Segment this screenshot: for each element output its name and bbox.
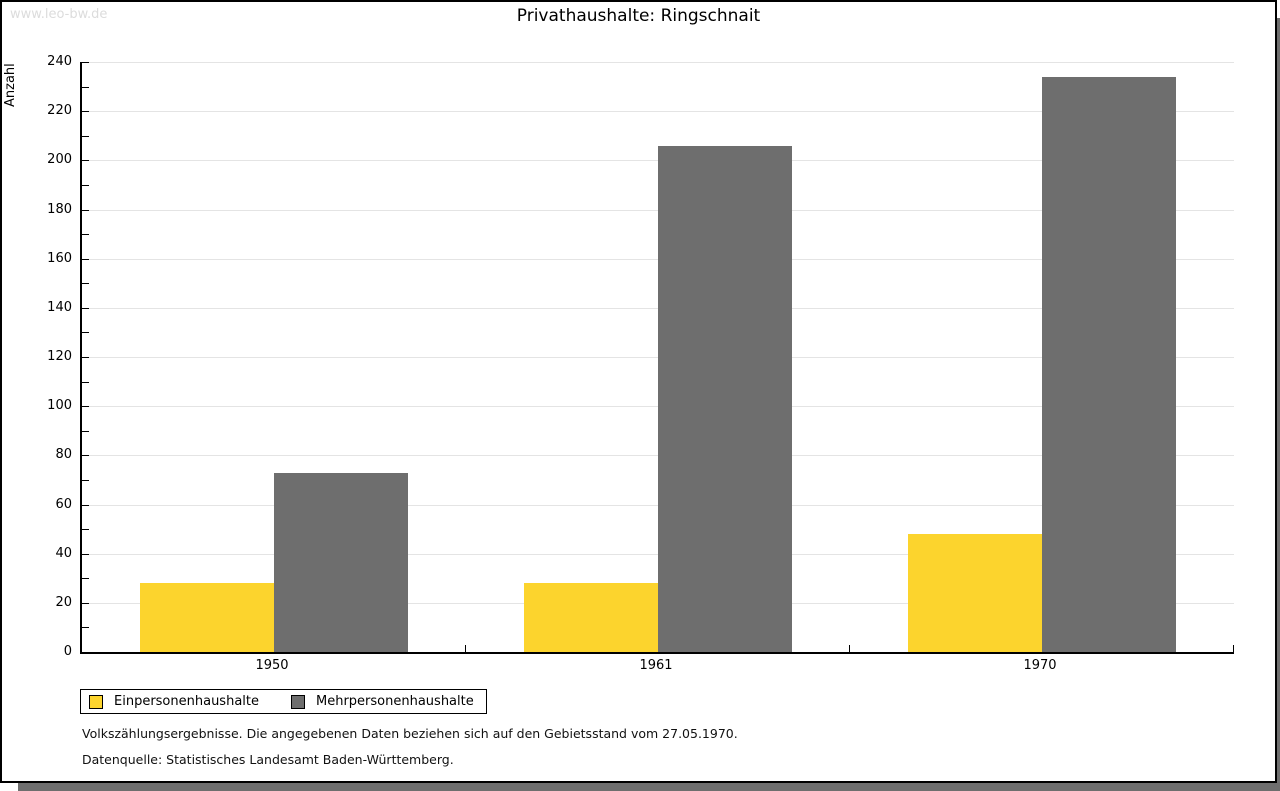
y-tick-220 [82, 111, 89, 113]
y-tick-230 [82, 86, 89, 88]
y-tick-label-140: 140 [47, 299, 72, 315]
bar-einpersonenhaushalte-1961 [524, 583, 658, 652]
x-tick-1961 [849, 645, 850, 652]
y-tick-label-200: 200 [47, 152, 72, 168]
legend: Einpersonenhaushalte Mehrpersonenhaushalt… [80, 689, 487, 714]
gridline-220 [82, 111, 1234, 113]
y-tick-60 [82, 504, 89, 506]
y-tick-label-40: 40 [55, 545, 72, 561]
category-label-1950: 1950 [255, 658, 289, 673]
y-tick-30 [82, 578, 89, 580]
y-tick-label-180: 180 [47, 201, 72, 217]
legend-label: Mehrpersonenhaushalte [316, 694, 474, 709]
y-tick-240 [82, 62, 89, 63]
y-tick-40 [82, 553, 89, 555]
y-tick-210 [82, 135, 89, 137]
y-tick-150 [82, 283, 89, 285]
y-tick-190 [82, 184, 89, 186]
bar-mehrpersonenhaushalte-1961 [658, 145, 792, 652]
y-tick-label-20: 20 [55, 594, 72, 610]
y-tick-180 [82, 209, 89, 211]
watermark: www.leo-bw.de [10, 7, 108, 22]
chart-title: Privathaushalte: Ringschnait [516, 6, 761, 26]
x-tick-1970 [1233, 645, 1234, 652]
y-tick-label-220: 220 [47, 103, 72, 119]
y-tick-label-0: 0 [63, 644, 72, 659]
x-tick-1950 [465, 645, 466, 652]
legend-label: Einpersonenhaushalte [114, 694, 259, 709]
legend-swatch-mehrpersonenhaushalte [291, 694, 305, 709]
y-tick-170 [82, 234, 89, 236]
y-tick-20 [82, 602, 89, 604]
y-tick-70 [82, 479, 89, 481]
y-tick-100 [82, 406, 89, 408]
y-tick-label-60: 60 [55, 496, 72, 512]
y-tick-130 [82, 332, 89, 334]
y-tick-label-160: 160 [47, 250, 72, 266]
y-tick-110 [82, 381, 89, 383]
bar-mehrpersonenhaushalte-1970 [1042, 76, 1176, 652]
footnote-data-source: Datenquelle: Statistisches Landesamt Bad… [82, 752, 454, 767]
y-tick-label-240: 240 [47, 54, 72, 69]
y-tick-label-100: 100 [47, 398, 72, 414]
bar-einpersonenhaushalte-1970 [908, 534, 1042, 652]
y-tick-90 [82, 430, 89, 432]
y-tick-140 [82, 307, 89, 309]
bar-einpersonenhaushalte-1950 [140, 583, 274, 652]
y-tick-50 [82, 529, 89, 531]
category-label-1970: 1970 [1023, 658, 1057, 673]
y-tick-10 [82, 627, 89, 629]
legend-item-einpersonenhaushalte: Einpersonenhaushalte [89, 694, 259, 709]
y-tick-80 [82, 455, 89, 457]
y-tick-160 [82, 258, 89, 260]
plot-area [80, 62, 1234, 654]
legend-item-mehrpersonenhaushalte: Mehrpersonenhaushalte [291, 694, 474, 709]
legend-swatch-einpersonenhaushalte [89, 694, 103, 709]
y-tick-label-120: 120 [47, 349, 72, 364]
y-tick-label-80: 80 [55, 447, 72, 463]
y-tick-120 [82, 357, 89, 358]
y-tick-200 [82, 160, 89, 162]
bar-mehrpersonenhaushalte-1950 [274, 472, 408, 652]
gridline-240 [82, 62, 1234, 63]
footnote-source-note: Volkszählungsergebnisse. Die angegebenen… [82, 726, 738, 741]
category-label-1961: 1961 [639, 658, 673, 673]
